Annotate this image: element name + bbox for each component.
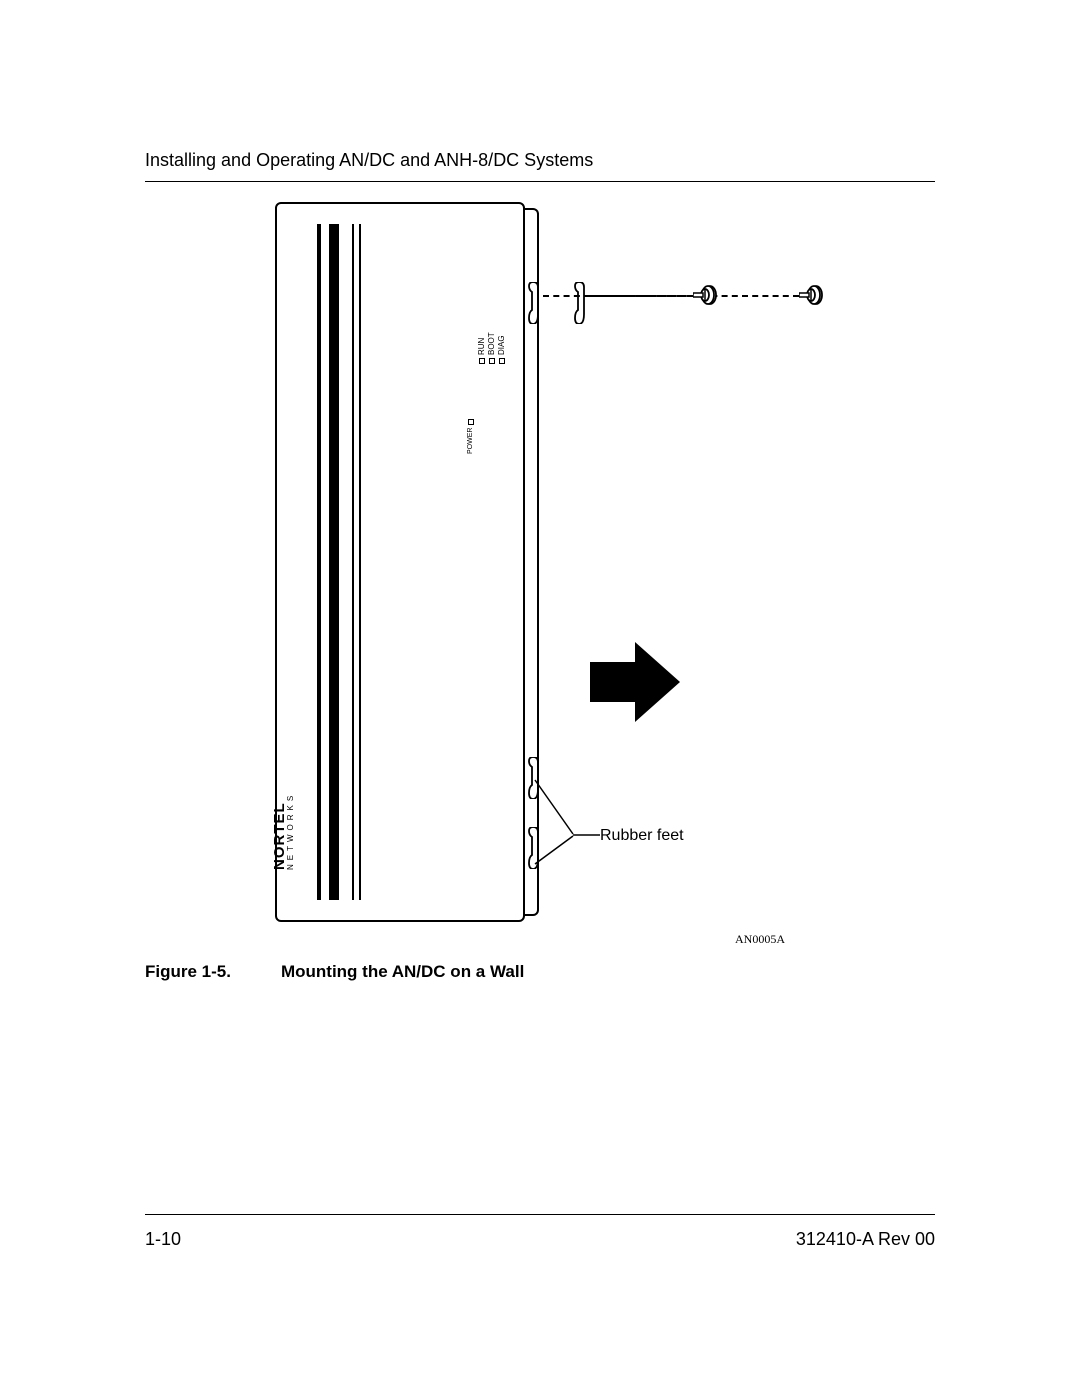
callout-lines [525, 772, 600, 872]
wall-screw-icon [693, 285, 717, 305]
panel-stripe [359, 224, 361, 900]
page-header: Installing and Operating AN/DC and ANH-8… [145, 150, 935, 182]
led-label: BOOT [487, 332, 497, 355]
led-indicator-icon [489, 358, 495, 364]
brand-subtitle: NETWORKS [286, 792, 295, 870]
led-label: DIAG [497, 335, 507, 355]
panel-stripe [317, 224, 321, 900]
status-led-group: RUN BOOT DIAG [477, 332, 507, 364]
device-illustration: NORTEL NETWORKS RUN BOOT DIAG POWER [275, 202, 525, 922]
power-label-text: POWER [467, 428, 474, 454]
document-page: Installing and Operating AN/DC and ANH-8… [145, 150, 935, 1250]
mounting-slot-icon [573, 282, 586, 324]
figure-caption: Figure 1-5. Mounting the AN/DC on a Wall [145, 962, 935, 982]
caption-number: Figure 1-5. [145, 962, 231, 981]
caption-text: Mounting the AN/DC on a Wall [281, 962, 524, 981]
page-footer: 1-10 312410-A Rev 00 [145, 1214, 935, 1250]
brand-logo: NORTEL NETWORKS [271, 792, 295, 870]
panel-stripe [352, 224, 354, 900]
page-number: 1-10 [145, 1229, 181, 1250]
led-indicator-icon [479, 358, 485, 364]
header-rule [145, 181, 935, 182]
direction-arrow-icon [590, 642, 680, 722]
mounting-slot-icon [527, 282, 540, 324]
drawing-id: AN0005A [735, 932, 785, 947]
document-revision: 312410-A Rev 00 [796, 1229, 935, 1250]
wall-screw-icon [799, 285, 823, 305]
device-front-panel: NORTEL NETWORKS RUN BOOT DIAG POWER [275, 202, 525, 922]
panel-stripe [329, 224, 339, 900]
header-title: Installing and Operating AN/DC and ANH-8… [145, 150, 935, 171]
callout-label: Rubber feet [600, 827, 684, 845]
led-indicator-icon [468, 419, 474, 425]
led-label: RUN [477, 338, 487, 355]
figure-area: NORTEL NETWORKS RUN BOOT DIAG POWER [145, 202, 935, 962]
footer-rule [145, 1214, 935, 1215]
led-indicator-icon [499, 358, 505, 364]
power-led: POWER [467, 419, 474, 454]
